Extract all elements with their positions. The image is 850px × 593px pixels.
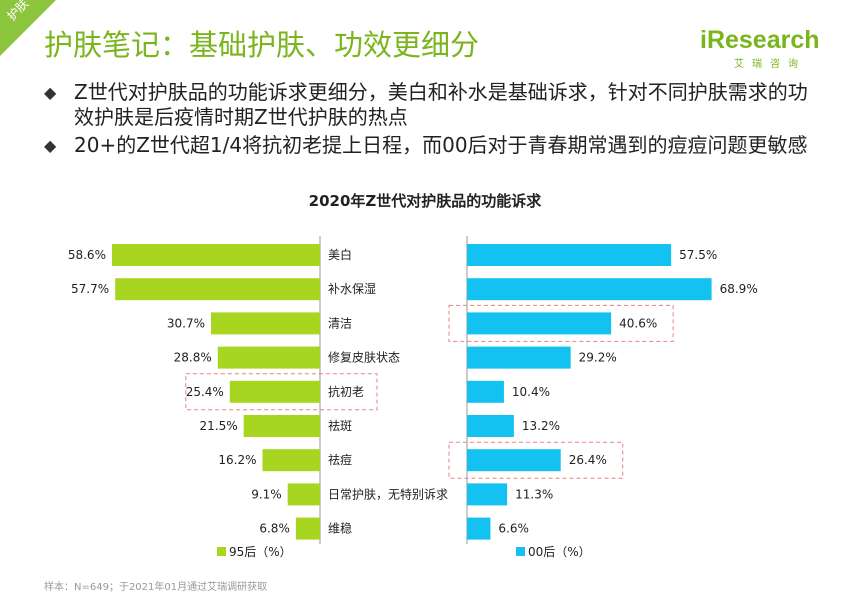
chart-title: 2020年Z世代对护肤品的功能诉求 [308, 192, 542, 210]
bar-95-3 [217, 346, 320, 369]
bullet-text: Z世代对护肤品的功能诉求更细分，美白和补水是基础诉求，针对不同护肤需求的功效护肤… [74, 80, 808, 129]
value-label-95-2: 30.7% [167, 316, 205, 330]
category-label-0: 美白 [328, 247, 352, 262]
logo-sub-text: 艾瑞咨询 [734, 59, 806, 70]
bar-95-7 [287, 483, 320, 506]
legend-label-95: 95后（%） [229, 545, 292, 559]
bar-00-2 [467, 312, 612, 335]
bar-95-1 [115, 278, 320, 301]
bar-00-0 [467, 244, 672, 266]
highlight-box-00-2 [448, 304, 674, 342]
legend-swatch-00 [516, 547, 525, 556]
value-label-00-0: 57.5% [679, 248, 717, 262]
value-label-00-2: 40.6% [619, 316, 657, 330]
value-label-00-1: 68.9% [720, 282, 758, 296]
value-label-00-3: 29.2% [579, 351, 617, 365]
bar-95-8 [295, 517, 320, 540]
bar-95-0 [111, 244, 320, 266]
diamond-bullet-icon: ◆ [44, 136, 57, 155]
category-label-4: 抗初老 [328, 384, 364, 399]
legend-label-00: 00后（%） [528, 545, 591, 559]
logo-main-text: iResearch [700, 26, 820, 54]
value-label-95-0: 58.6% [68, 248, 106, 262]
value-label-95-8: 6.8% [259, 522, 290, 536]
value-label-00-4: 10.4% [512, 385, 550, 399]
bullet-list: ◆ Z世代对护肤品的功能诉求更细分，美白和补水是基础诉求，针对不同护肤需求的功效… [44, 80, 824, 161]
category-label-8: 维稳 [328, 521, 352, 536]
bar-00-6 [467, 449, 561, 472]
bar-00-7 [467, 483, 508, 506]
bar-95-2 [211, 312, 320, 335]
legend-swatch-95 [217, 547, 226, 556]
highlight-box-95-4 [185, 373, 378, 411]
value-label-00-5: 13.2% [522, 419, 560, 433]
category-label-7: 日常护肤，无特别诉求 [328, 486, 448, 501]
value-label-00-8: 6.6% [498, 522, 529, 536]
bullet-item: ◆ Z世代对护肤品的功能诉求更细分，美白和补水是基础诉求，针对不同护肤需求的功效… [44, 80, 824, 130]
value-label-00-6: 26.4% [569, 453, 607, 467]
page-title: 护肤笔记：基础护肤、功效更细分 [44, 28, 480, 62]
diamond-bullet-icon: ◆ [44, 83, 57, 102]
source-note: 样本：N=649；于2021年01月通过艾瑞调研获取 [44, 582, 268, 593]
bar-00-8 [467, 517, 491, 540]
value-label-95-1: 57.7% [71, 282, 109, 296]
value-label-95-4: 25.4% [186, 385, 224, 399]
bar-00-1 [467, 278, 712, 301]
value-label-95-3: 28.8% [174, 351, 212, 365]
highlight-box-00-6 [448, 441, 624, 479]
bar-00-4 [467, 380, 504, 403]
value-label-95-6: 16.2% [218, 453, 256, 467]
corner-tag-shape [0, 0, 56, 56]
iresearch-logo: iResearch 艾瑞咨询 [700, 26, 820, 70]
category-label-5: 祛斑 [328, 419, 352, 433]
bar-95-5 [243, 415, 320, 437]
bullet-text: 20+的Z世代超1/4将抗初老提上日程，而00后对于青春期常遇到的痘痘问题更敏感 [74, 133, 808, 157]
value-label-95-7: 9.1% [251, 487, 282, 501]
bar-95-6 [262, 449, 320, 472]
bar-00-3 [467, 346, 571, 369]
bullet-item: ◆ 20+的Z世代超1/4将抗初老提上日程，而00后对于青春期常遇到的痘痘问题更… [44, 133, 824, 158]
value-label-00-7: 11.3% [515, 487, 553, 501]
category-label-1: 补水保湿 [328, 281, 376, 296]
category-label-6: 祛痘 [328, 452, 352, 467]
category-label-3: 修复皮肤状态 [328, 350, 400, 365]
bar-95-4 [229, 380, 320, 403]
category-label-2: 清洁 [328, 316, 352, 330]
bar-00-5 [467, 415, 514, 437]
value-label-95-5: 21.5% [200, 419, 238, 433]
